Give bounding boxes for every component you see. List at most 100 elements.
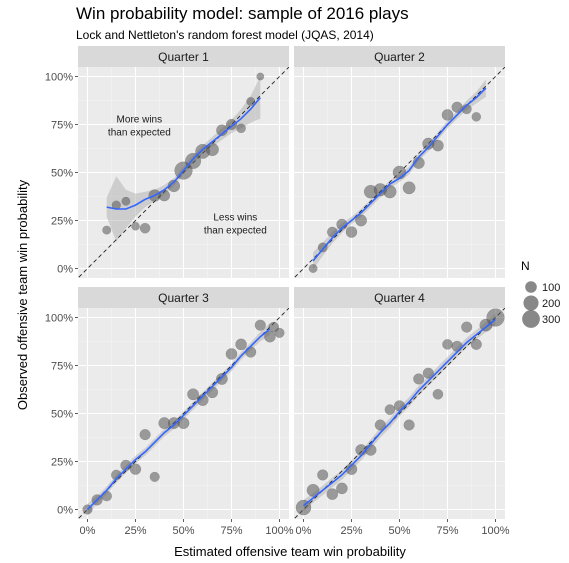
x-tick-label: 25% [124,525,146,537]
panel-quarter-1: Quarter 1 More wins than expected Less wins… [45,46,289,278]
panel-plot-area [78,308,289,519]
x-tick-label: 50% [388,525,410,537]
data-point [308,264,318,273]
panel-plot-area [78,67,289,278]
facet-strip-label: Quarter 3 [158,291,209,305]
legend-key [525,281,537,293]
data-point [187,388,199,401]
x-tick-label: 100% [265,525,293,537]
data-point [392,165,407,180]
y-tick-label: 100% [45,71,73,83]
data-point [254,319,266,331]
data-point [205,142,219,157]
data-point [326,488,339,500]
legend-key [522,310,540,328]
data-point [326,226,338,238]
data-point [432,388,444,400]
chart-subtitle: Lock and Nettleton's random forest model… [76,28,374,42]
data-point [470,338,482,350]
x-tick-label: 100% [481,525,509,537]
data-point [216,373,228,385]
smooth-fit-line [302,318,497,507]
data-point [110,469,122,481]
y-tick-label: 75% [51,360,73,372]
data-point [196,394,209,406]
y-tick-label: 25% [51,457,73,469]
data-point [274,327,285,338]
x-tick-label: 75% [436,525,458,537]
panel-annotation: Less wins than expected [204,213,267,237]
facet-strip [78,287,289,308]
chart-title: Win probability model: sample of 2016 pl… [76,4,409,23]
y-tick-label: 0% [57,505,73,517]
data-point [295,499,312,516]
data-point [471,112,482,122]
data-point [246,96,256,106]
panel-quarter-3: Quarter 3 0% 25% 50% 75% 100% 0% 25% 50% 75% 100% [45,287,294,537]
panel-plot-area [294,308,505,519]
data-point [383,185,397,199]
legend-label: 200 [542,298,560,310]
y-axis-title: Observed offensive team win probability [15,179,30,410]
data-point [149,471,160,482]
facet-strip [78,46,289,67]
panel-quarter-4: Quarter 4 0% 25% 50% 75% 100% [294,287,510,537]
x-axis-title: Estimated offensive team win probability [174,544,406,559]
y-tick-label: 50% [51,168,73,180]
facet-panels: Quarter 1 More wins than expected Less wins… [45,46,510,537]
data-point [256,72,265,81]
data-point [422,367,434,379]
data-point [451,340,463,352]
panel-annotation: More wins than expected [108,115,171,139]
data-point [121,196,131,206]
data-point [120,459,132,471]
data-point [245,346,257,358]
size-legend: N 100 200 300 [521,259,560,328]
data-point [461,321,473,333]
x-tick-label: 0% [296,525,312,537]
data-point [264,330,276,343]
smooth-fit-line [106,97,261,210]
facet-strip-label: Quarter 4 [374,291,425,305]
data-point [225,348,238,360]
x-tick-label: 25% [340,525,362,537]
data-point [306,483,320,497]
data-point [336,482,348,495]
data-point [413,373,425,385]
y-tick-label: 50% [51,409,73,421]
data-point [139,222,151,234]
data-point [432,139,444,152]
data-point [384,404,396,415]
x-tick-label: 50% [172,525,194,537]
legend-title: N [521,259,530,273]
data-point [236,123,246,134]
data-point [101,490,113,502]
x-tick-label: 75% [220,525,242,537]
data-point [393,400,406,412]
data-point [139,429,151,441]
data-point [131,221,140,231]
x-tick-label: 0% [80,525,96,537]
data-point [317,242,328,253]
data-point [129,463,142,475]
smooth-fit-line [312,87,487,262]
data-point [441,109,454,121]
data-point [317,469,329,481]
y-tick-label: 25% [51,216,73,228]
facet-strip [294,287,505,308]
data-point [102,225,112,235]
data-point [355,214,367,227]
panel-plot-area [294,67,505,278]
data-point [345,463,358,475]
data-point [403,419,415,431]
smooth-fit-line [86,328,271,511]
panel-quarter-2: Quarter 2 [294,46,505,278]
legend-label: 300 [542,314,560,326]
facet-strip [294,46,505,67]
legend-key [523,295,539,311]
data-point [345,226,358,238]
data-point [374,419,386,431]
y-tick-label: 0% [57,264,73,276]
y-tick-label: 100% [45,312,73,324]
